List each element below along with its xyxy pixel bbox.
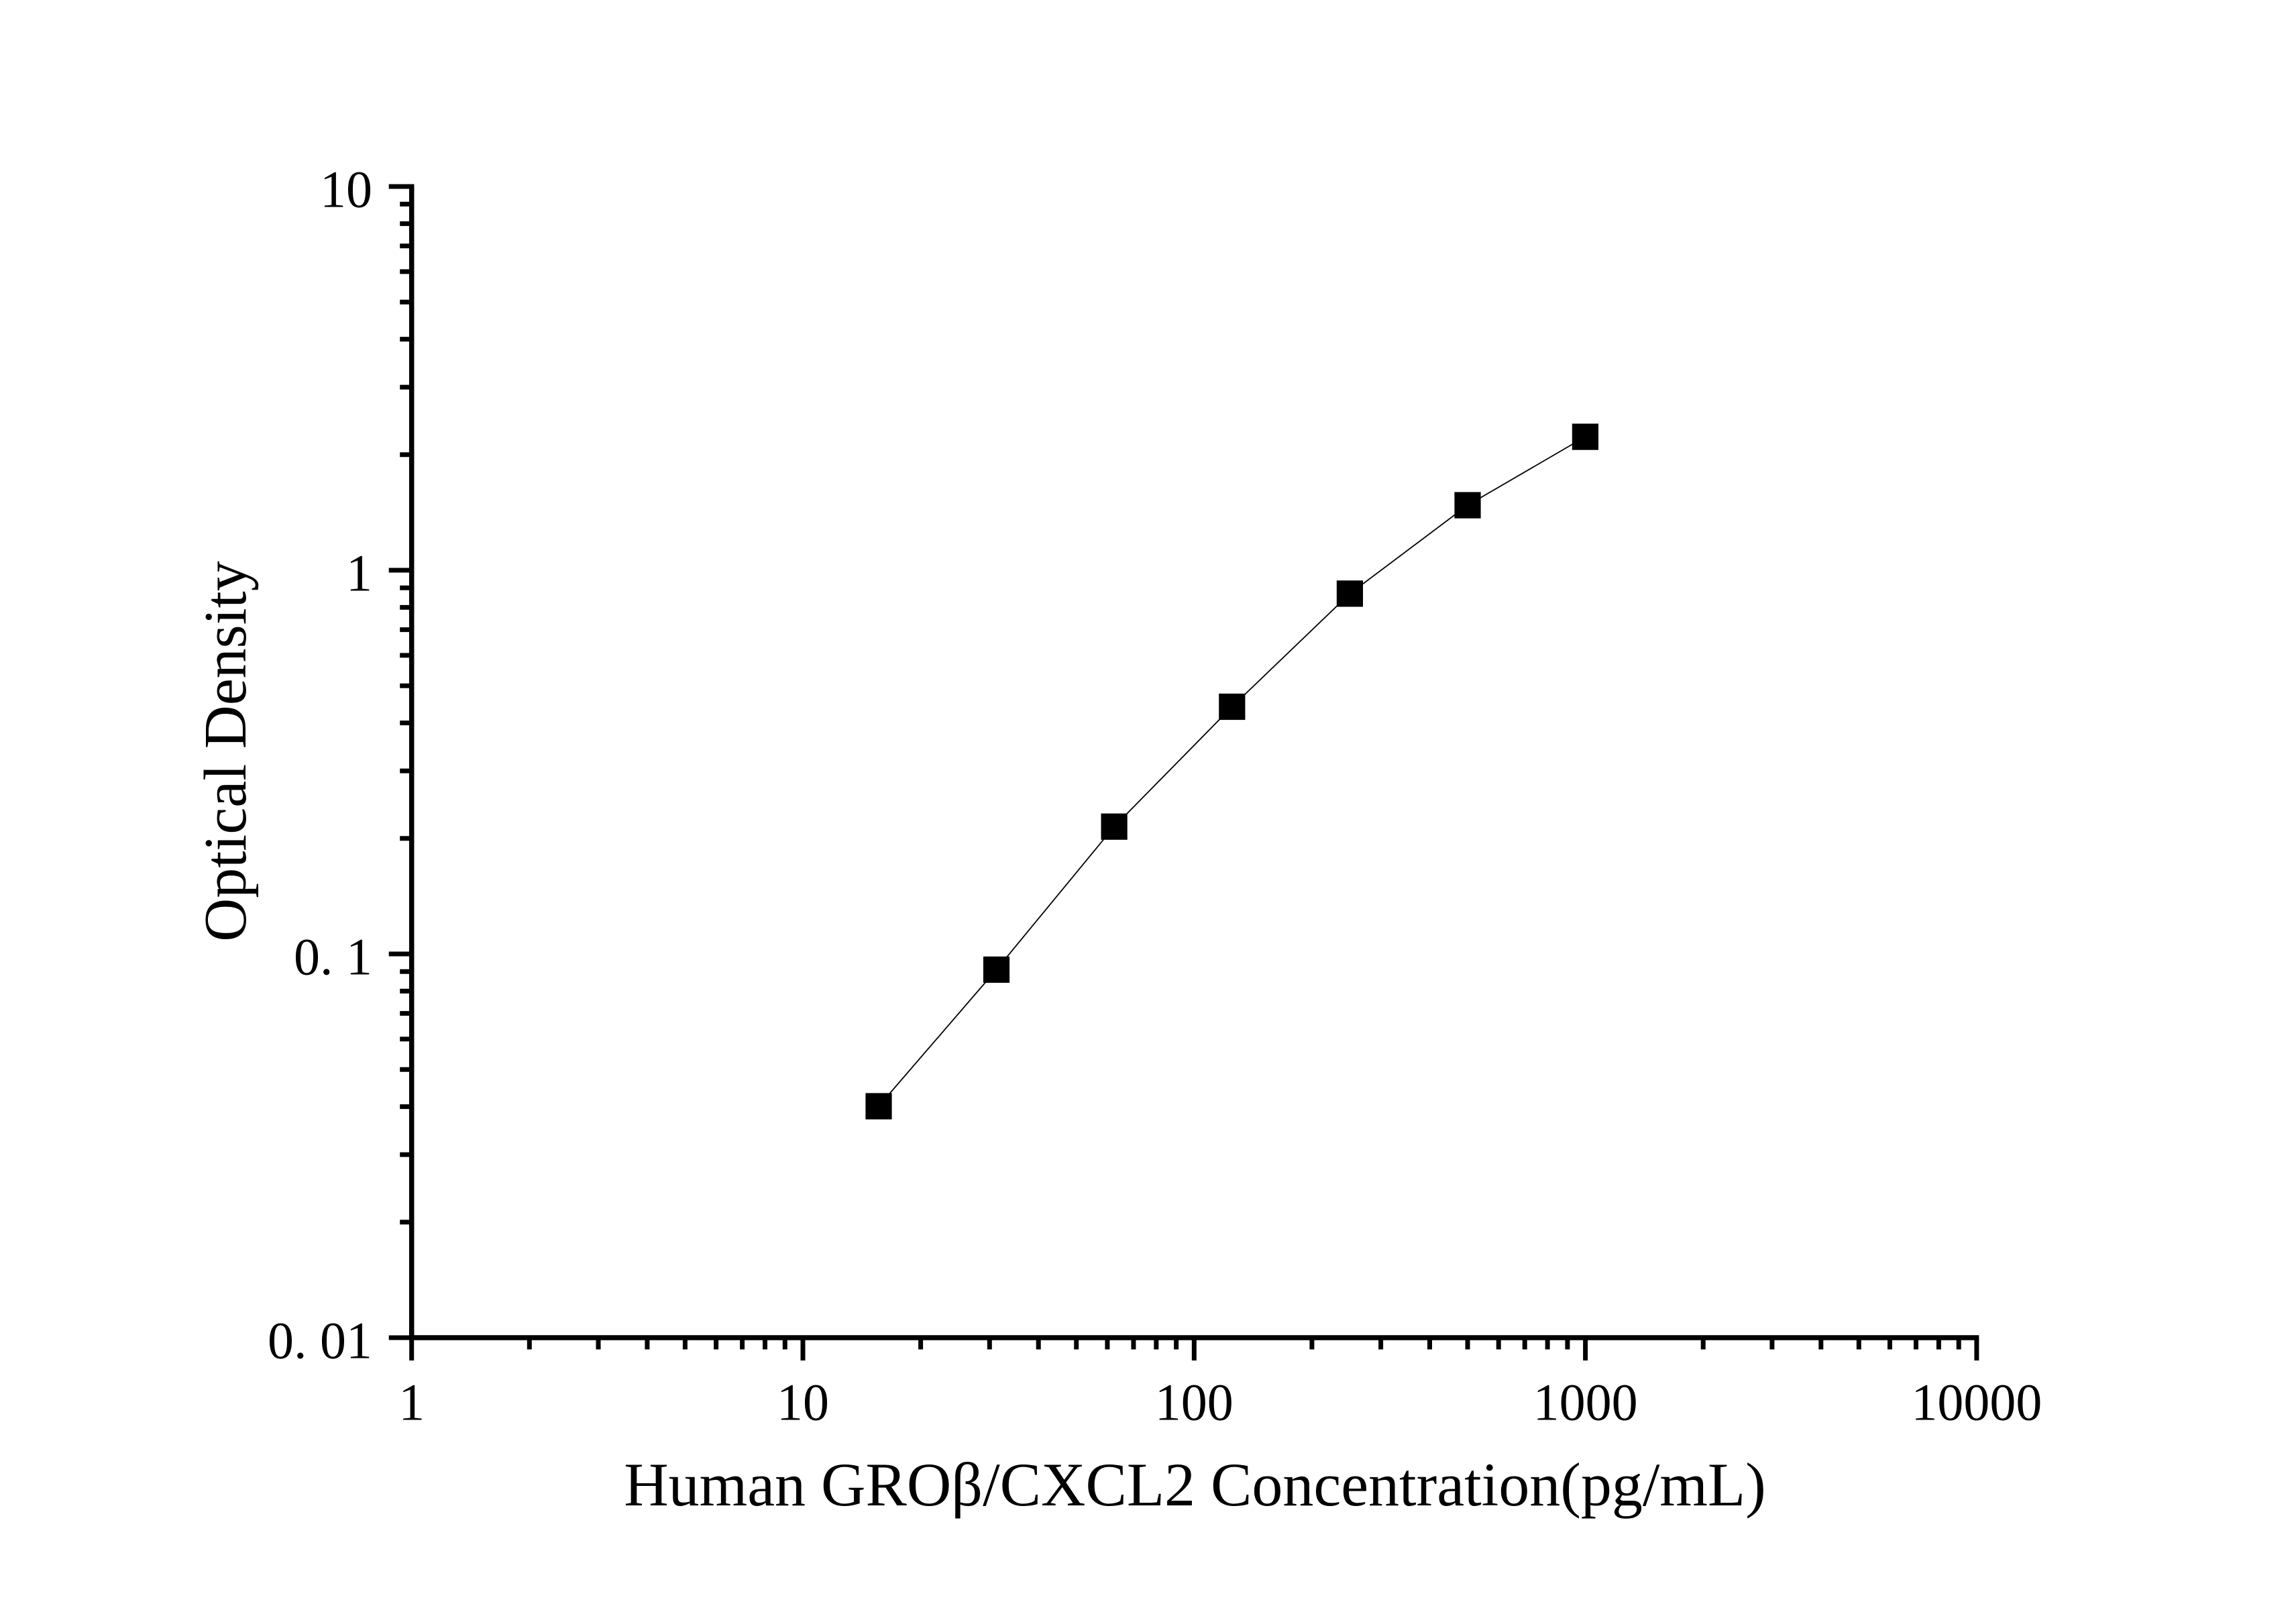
svg-text:1: 1: [346, 544, 372, 602]
svg-text:100: 100: [1155, 1373, 1234, 1432]
svg-text:0. 01: 0. 01: [268, 1312, 372, 1370]
svg-text:Human GROβ/CXCL2 Concentration: Human GROβ/CXCL2 Concentration(pg/mL): [624, 1450, 1766, 1519]
svg-text:10: 10: [777, 1373, 829, 1432]
svg-text:1: 1: [398, 1373, 425, 1432]
svg-text:10000: 10000: [1911, 1373, 2042, 1432]
svg-text:Optical Density: Optical Density: [193, 561, 259, 941]
svg-text:10: 10: [320, 160, 372, 219]
svg-text:1000: 1000: [1533, 1373, 1638, 1432]
svg-text:0. 1: 0. 1: [294, 928, 372, 986]
